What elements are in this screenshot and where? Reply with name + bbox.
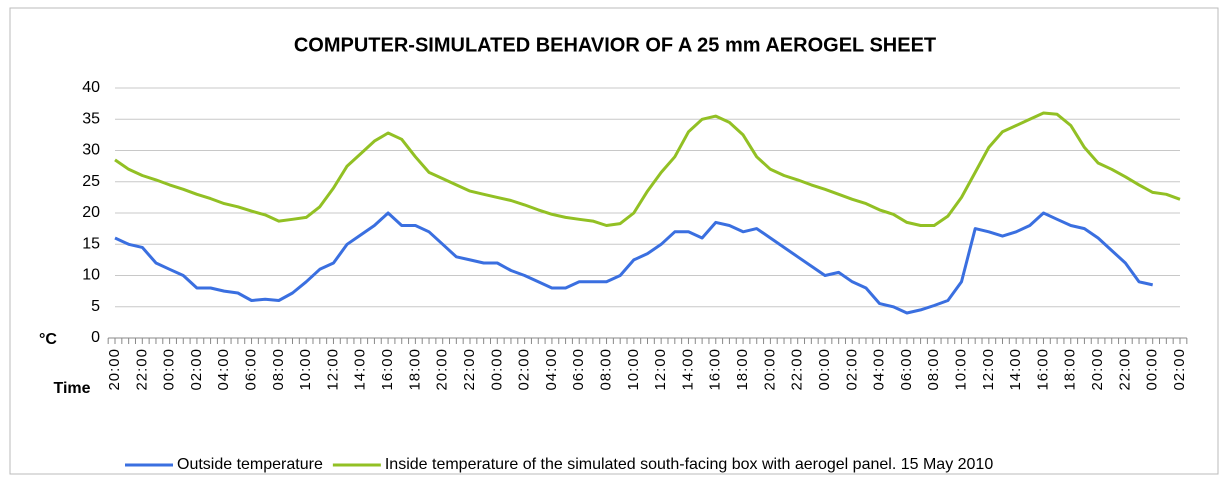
x-tick-label: 08:00 [925,348,942,391]
x-tick-label: 16:00 [1034,348,1051,391]
y-tick-label: 25 [82,173,100,190]
x-tick-label: 18:00 [734,348,751,391]
x-tick-label: 12:00 [980,348,997,391]
x-tick-label: 12:00 [652,348,669,391]
series-line [114,111,1181,227]
x-tick-label: 16:00 [379,348,396,391]
x-tick-label: 06:00 [898,348,915,391]
y-tick-label: 15 [82,235,100,252]
x-axis-label: Time [53,380,90,397]
x-tick-label: 06:00 [570,348,587,391]
x-tick-label: 22:00 [1116,348,1133,391]
x-tick-label: 20:00 [106,348,123,391]
x-tick-label: 10:00 [625,348,642,391]
x-tick-label: 00:00 [488,348,505,391]
y-tick-label: 5 [91,298,100,315]
x-tick-label: 22:00 [461,348,478,391]
x-tick-label: 02:00 [188,348,205,391]
x-tick-label: 18:00 [406,348,423,391]
x-tick-label: 18:00 [1062,348,1079,391]
x-tick-label: 08:00 [270,348,287,391]
x-tick-label: 22:00 [133,348,150,391]
legend-label: Inside temperature of the simulated sout… [385,456,993,473]
x-tick-label: 20:00 [434,348,451,391]
x-tick-label: 02:00 [843,348,860,391]
x-tick-label: 22:00 [789,348,806,391]
x-tick-label: 04:00 [215,348,232,391]
x-tick-label: 04:00 [543,348,560,391]
x-tick-label: 00:00 [161,348,178,391]
y-tick-label: 30 [82,142,100,159]
x-tick-label: 20:00 [761,348,778,391]
x-tick-label: 14:00 [352,348,369,391]
y-tick-label: 10 [82,267,100,284]
x-tick-label: 00:00 [816,348,833,391]
x-tick-label: 14:00 [679,348,696,391]
y-tick-label: 0 [91,329,100,346]
x-tick-label: 02:00 [1171,348,1188,391]
y-tick-label: 35 [82,110,100,127]
x-tick-label: 14:00 [1007,348,1024,391]
x-tick-label: 04:00 [871,348,888,391]
x-tick-label: 08:00 [598,348,615,391]
x-tick-label: 00:00 [1144,348,1161,391]
series-line [114,211,1154,315]
chart-border [9,7,1219,475]
x-tick-label: 12:00 [324,348,341,391]
x-tick-label: 06:00 [243,348,260,391]
x-tick-label: 02:00 [516,348,533,391]
y-axis-label: °C [39,331,57,348]
x-tick-label: 16:00 [707,348,724,391]
x-tick-label: 20:00 [1089,348,1106,391]
x-tick-label: 10:00 [953,348,970,391]
x-tick-label: 10:00 [297,348,314,391]
chart-title: COMPUTER-SIMULATED BEHAVIOR OF A 25 mm A… [294,34,936,56]
legend-label: Outside temperature [177,456,323,473]
y-tick-label: 40 [82,79,100,96]
y-tick-label: 20 [82,204,100,221]
